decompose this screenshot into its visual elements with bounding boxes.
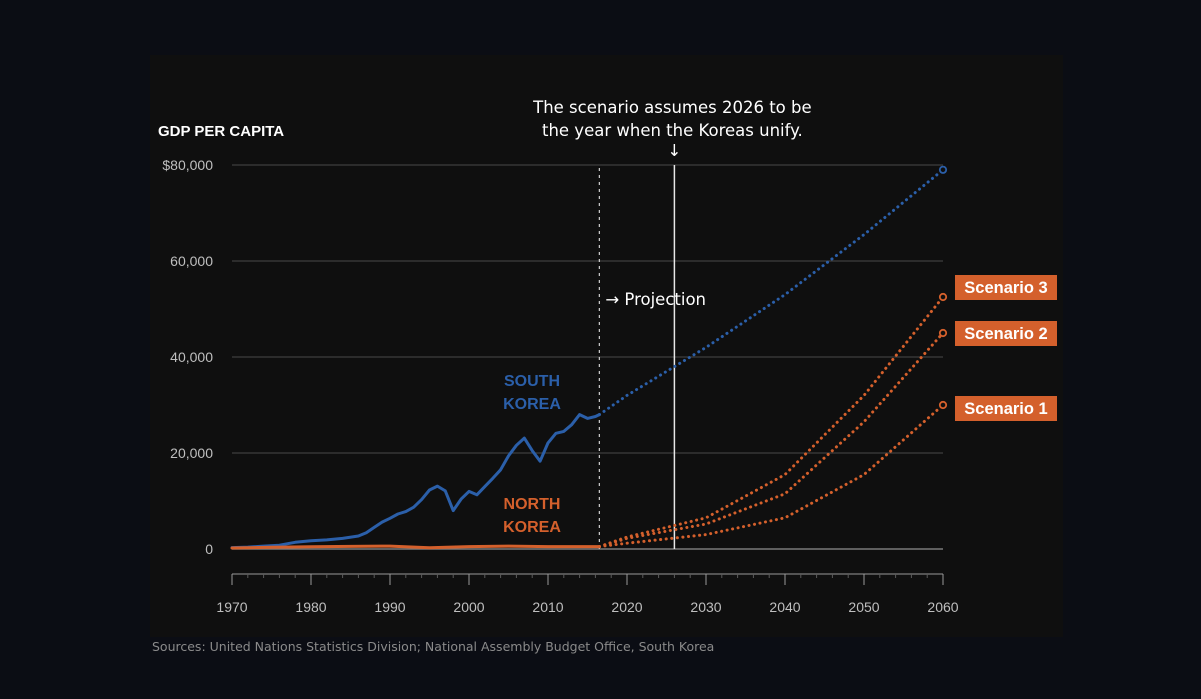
x-tick-label: 2060	[927, 599, 958, 615]
annotations: The scenario assumes 2026 to be the year …	[503, 98, 1057, 536]
scenario-label: Scenario 1	[964, 400, 1047, 418]
south-korea-label: KOREA	[503, 396, 561, 413]
series-end-marker	[938, 400, 948, 410]
x-axis: 1970 1980 1990 2000 2010 2020 2030 2040 2050 2060	[216, 573, 959, 615]
y-tick-label: 40,000	[170, 349, 213, 365]
x-tick-label: 2040	[769, 599, 800, 615]
y-tick-label: 20,000	[170, 445, 213, 461]
series-end-marker	[938, 328, 948, 338]
scenario-label-box	[955, 396, 1057, 421]
scenario-label: Scenario 3	[964, 279, 1047, 297]
x-tick-label: 1980	[295, 599, 326, 615]
scenario-1-line	[597, 403, 945, 549]
scenario-3-line	[597, 295, 945, 549]
reference-lines	[598, 165, 676, 549]
down-arrow-icon: ↓	[667, 141, 681, 160]
north-korea-label: KOREA	[503, 519, 561, 536]
scenario-label: Scenario 2	[964, 325, 1047, 343]
gridlines	[232, 164, 943, 550]
series-end-marker	[938, 165, 948, 174]
south-korea-projection-line	[597, 168, 945, 417]
chart-panel: 0 20,000 40,000 60,000 $80,000 1970 1980 1990 2…	[150, 55, 1063, 637]
gdp-chart: 0 20,000 40,000 60,000 $80,000 1970 1980 1990 2…	[158, 98, 1057, 615]
x-tick-label: 2050	[848, 599, 879, 615]
y-axis-title: GDP PER CAPITA	[158, 123, 284, 140]
south-korea-line	[230, 413, 601, 550]
source-note: Sources: United Nations Statistics Divis…	[152, 639, 715, 654]
x-tick-label: 2020	[611, 599, 642, 615]
x-tick-label: 2030	[690, 599, 721, 615]
projection-annotation: → Projection	[605, 290, 706, 309]
x-tick-label: 1970	[216, 599, 247, 615]
unification-annotation: The scenario assumes 2026 to be	[532, 98, 812, 117]
scenario-label-box	[955, 275, 1057, 300]
scenario-2-line	[597, 331, 945, 549]
north-korea-line	[230, 544, 601, 550]
south-korea-label: SOUTH	[504, 373, 560, 390]
north-korea-label: NORTH	[504, 496, 561, 513]
y-tick-label: 0	[205, 541, 213, 557]
y-tick-label: $80,000	[162, 157, 213, 173]
y-tick-label: 60,000	[170, 253, 213, 269]
x-tick-label: 1990	[374, 599, 405, 615]
unification-annotation: the year when the Koreas unify.	[542, 121, 803, 140]
x-tick-label: 2000	[453, 599, 484, 615]
y-axis-ticks: 0 20,000 40,000 60,000 $80,000	[162, 157, 213, 557]
series-lines	[230, 165, 948, 550]
series-end-marker	[938, 292, 948, 302]
scenario-label-box	[955, 321, 1057, 346]
x-tick-label: 2010	[532, 599, 563, 615]
